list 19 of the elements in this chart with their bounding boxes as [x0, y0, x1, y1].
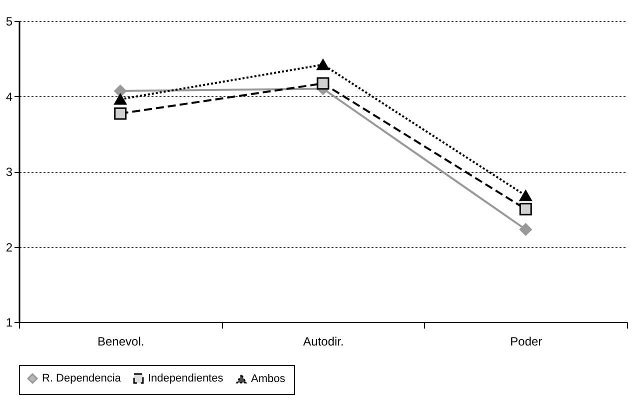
legend-label: R. Dependencia	[42, 372, 122, 385]
y-tick-label: 4	[6, 90, 13, 104]
y-tick-label: 5	[6, 14, 13, 28]
legend-label: Independientes	[148, 372, 224, 385]
y-tick-label: 3	[6, 165, 13, 179]
point	[114, 107, 127, 120]
x-tick-label: Poder	[510, 334, 542, 348]
x-tick-label: Benevol.	[97, 334, 144, 348]
point	[316, 77, 330, 90]
point	[519, 190, 532, 202]
y-tick-label: 2	[6, 240, 13, 254]
point	[114, 94, 127, 105]
point	[316, 59, 330, 70]
point	[519, 223, 532, 236]
point	[519, 202, 532, 216]
point	[114, 84, 127, 98]
legend-label: Ambos	[251, 372, 286, 385]
x-tick-label: Autodir.	[303, 334, 344, 348]
y-tick-label: 1	[6, 316, 13, 330]
